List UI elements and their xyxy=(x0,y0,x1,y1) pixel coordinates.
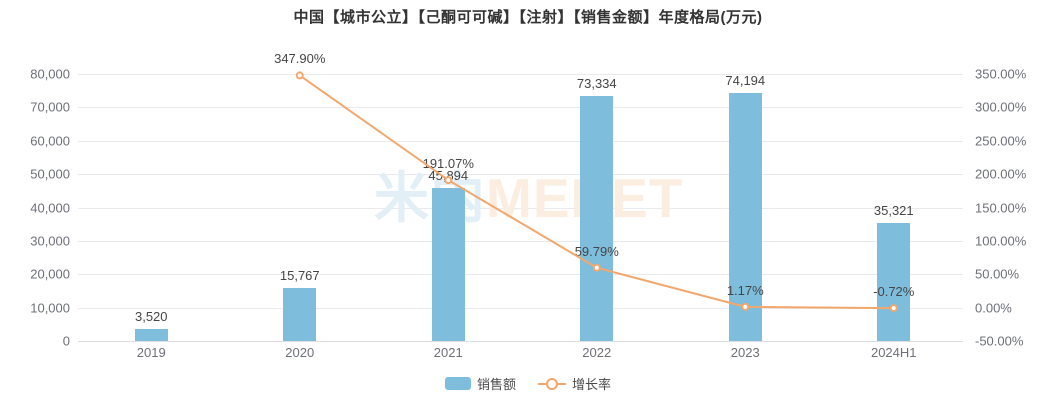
legend-label-sales: 销售额 xyxy=(476,377,516,392)
bar-2022[interactable] xyxy=(580,96,614,341)
growth-value-label-2022: 59.79% xyxy=(574,243,619,259)
bar-value-label-2023: 74,194 xyxy=(725,73,766,89)
y-axis-right-tick-label: 150.00% xyxy=(975,200,1027,215)
gridline xyxy=(78,341,963,342)
x-axis-label-2021: 2021 xyxy=(433,345,463,360)
bar-2024H1[interactable] xyxy=(877,223,911,341)
legend-label-growth: 增长率 xyxy=(572,377,612,392)
growth-value-label-2021: 191.07% xyxy=(422,156,474,172)
gridline xyxy=(78,307,963,309)
gridline xyxy=(78,74,963,75)
y-axis-left-tick-label: 30,000 xyxy=(30,233,70,249)
bar-series-swatch xyxy=(444,377,471,390)
legend-item-sales[interactable]: 销售额 xyxy=(444,374,516,393)
bar-2021[interactable] xyxy=(431,187,465,341)
x-axis-label-2023: 2023 xyxy=(730,345,760,360)
y-axis-right-tick-label: 300.00% xyxy=(975,99,1027,115)
y-axis-right-tick-label: 200.00% xyxy=(975,166,1027,182)
bar-2023[interactable] xyxy=(728,93,762,341)
y-axis-right-tick-label: 250.00% xyxy=(975,133,1027,149)
gridline xyxy=(78,107,963,109)
growth-value-label-2024H1: -0.72% xyxy=(873,284,915,300)
legend: 销售额 增长率 xyxy=(0,374,1056,393)
x-axis-label-2024H1: 2024H1 xyxy=(870,345,917,360)
line-swatch-ring-icon xyxy=(546,378,558,390)
bar-value-label-2022: 73,334 xyxy=(576,76,617,92)
gridline xyxy=(78,274,963,276)
x-axis-label-2022: 2022 xyxy=(582,345,612,360)
y-axis-left-tick-label: 20,000 xyxy=(30,266,70,282)
x-axis-label-2019: 2019 xyxy=(136,345,166,360)
bar-2019[interactable] xyxy=(134,329,168,341)
gridline xyxy=(78,207,963,209)
y-axis-left-tick-label: 0 xyxy=(62,333,70,349)
bar-2020[interactable] xyxy=(283,288,317,341)
y-axis-left-tick-label: 50,000 xyxy=(30,166,70,182)
line-series-swatch xyxy=(538,377,566,390)
bar-value-label-2019: 3,520 xyxy=(134,309,168,325)
y-axis-right-tick-label: 0.00% xyxy=(975,300,1012,316)
y-axis-left-tick-label: 80,000 xyxy=(30,66,70,82)
y-axis-left-tick-label: 70,000 xyxy=(30,99,70,115)
y-axis-right-tick-label: -50.00% xyxy=(975,333,1024,349)
bar-value-label-2020: 15,767 xyxy=(279,268,320,284)
chart-title: 中国【城市公立】【己酮可可碱】【注射】【销售金额】年度格局(万元) xyxy=(293,9,763,26)
bar-value-label-2024H1: 35,321 xyxy=(873,203,914,219)
gridline xyxy=(78,240,963,242)
gridline xyxy=(78,174,963,176)
y-axis-left-tick-label: 60,000 xyxy=(30,133,70,149)
growth-value-label-2023: 1.17% xyxy=(726,282,764,298)
growth-value-label-2020: 347.90% xyxy=(274,51,326,67)
x-axis-label-2020: 2020 xyxy=(285,345,315,360)
y-axis-right-tick-label: 100.00% xyxy=(975,233,1027,249)
legend-item-growth[interactable]: 增长率 xyxy=(538,374,611,393)
y-axis-right-tick-label: 350.00% xyxy=(975,66,1027,82)
gridline xyxy=(78,140,963,142)
y-axis-left-tick-label: 10,000 xyxy=(30,300,70,316)
y-axis-left-tick-label: 40,000 xyxy=(30,200,70,215)
y-axis-right-tick-label: 50.00% xyxy=(975,266,1020,282)
